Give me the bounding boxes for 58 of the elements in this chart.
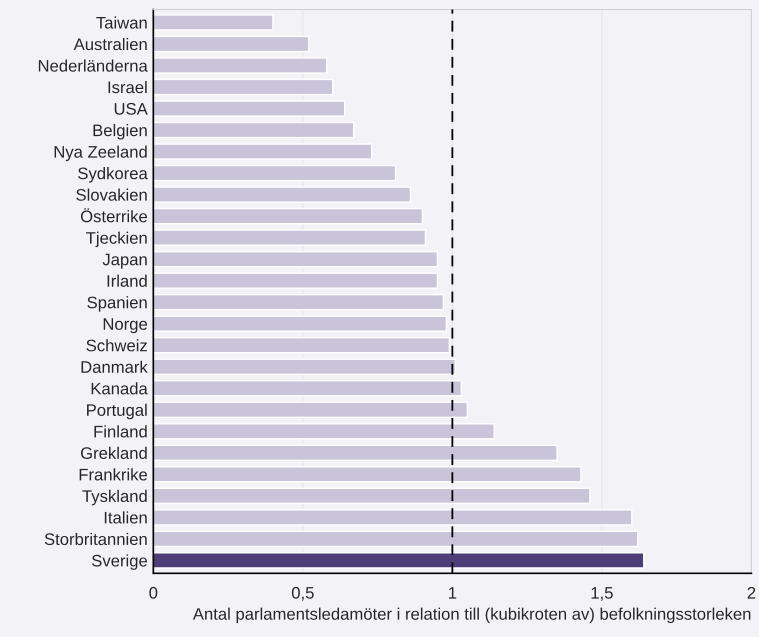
bar: [153, 402, 468, 418]
x-tick-label: 0: [149, 586, 158, 599]
bar: [153, 315, 448, 332]
bar: [153, 229, 426, 246]
bar: [153, 100, 346, 117]
y-tick-label: Spanien: [87, 296, 147, 312]
bar: [153, 530, 638, 548]
y-tick-label: Finland: [94, 425, 147, 438]
bar: [153, 466, 582, 483]
x-axis-title: Antal parlamentsledamöter i relation till (kubikroten av) befolkningsstorleken: [192, 608, 750, 624]
bar: [153, 14, 274, 31]
y-tick-label: Sverige: [92, 554, 148, 570]
y-tick-label: Nya Zeeland: [54, 146, 147, 162]
bar: [153, 36, 310, 52]
y-tick-label: Tjeckien: [86, 232, 147, 248]
y-tick-label: Österrike: [80, 208, 148, 222]
y-tick-label: Grekland: [80, 446, 147, 460]
y-tick-label: Tyskland: [82, 490, 147, 506]
y-tick-label: Belgien: [94, 124, 147, 140]
x-tick-label: 1: [449, 587, 456, 599]
x-tick-label: 1,5: [592, 587, 613, 601]
bar: [153, 164, 396, 182]
y-tick-label: Taiwan: [96, 16, 147, 29]
bar: [153, 143, 372, 160]
bar: [153, 57, 328, 74]
bar: [153, 488, 591, 504]
x-tick-label: 2: [748, 586, 756, 599]
y-tick-label: Israel: [108, 80, 147, 94]
bar: [153, 122, 354, 138]
bar: [153, 358, 456, 375]
x-tick-label: 0,5: [292, 586, 314, 601]
y-tick-label: Frankrike: [80, 468, 148, 481]
bar: [153, 208, 424, 224]
y-tick-label: Norge: [104, 318, 148, 334]
bar: [153, 186, 412, 203]
y-tick-label: Schweiz: [86, 339, 147, 352]
bar: [153, 552, 644, 569]
y-tick-label: Portugal: [87, 404, 147, 420]
bar: [153, 444, 558, 462]
y-tick-label: Danmark: [82, 360, 148, 373]
y-tick-label: USA: [114, 102, 148, 115]
y-tick-label: Sydkorea: [78, 167, 148, 183]
bar: [153, 509, 632, 526]
y-tick-label: Nederländerna: [38, 59, 148, 72]
y-tick-label: Slovakien: [76, 188, 147, 201]
y-tick-label: Storbritannien: [44, 532, 147, 546]
bar: [153, 294, 444, 310]
bar: [153, 250, 438, 268]
bar: [153, 423, 495, 440]
y-tick-label: Japan: [102, 254, 147, 269]
bar: [153, 272, 438, 289]
y-tick-label: Australien: [74, 38, 147, 50]
bar: [153, 336, 450, 354]
y-tick-label: Irland: [108, 274, 147, 287]
y-tick-label: Italien: [104, 511, 147, 524]
bar: [153, 78, 334, 96]
y-tick-label: Kanada: [92, 382, 148, 394]
bar: [153, 380, 462, 396]
